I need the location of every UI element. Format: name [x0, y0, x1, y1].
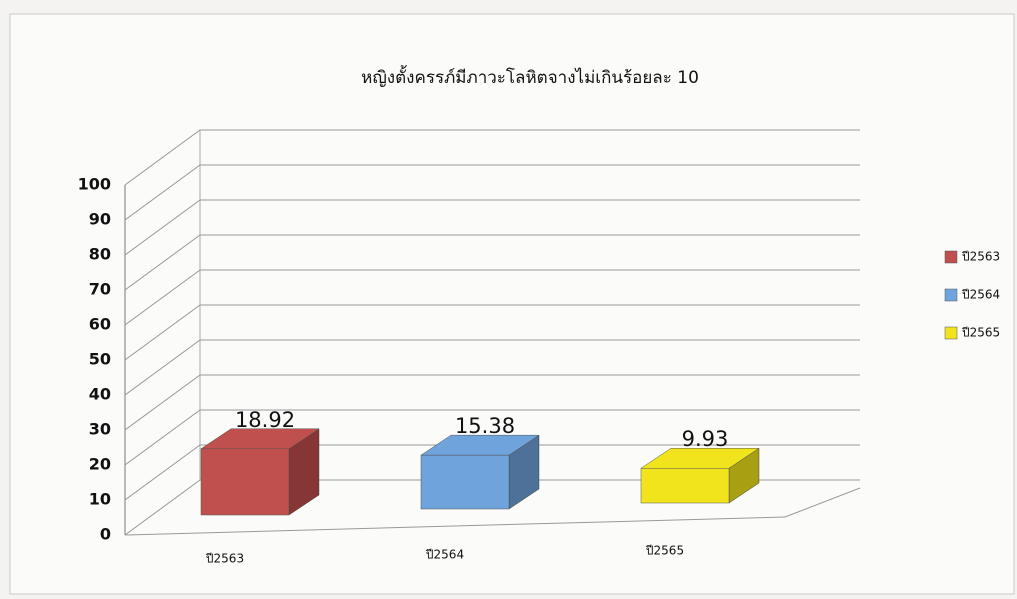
grid-line — [124, 199, 860, 256]
bar — [200, 448, 290, 516]
floor-right — [784, 487, 861, 518]
bar — [640, 467, 730, 504]
grid-line — [124, 164, 860, 221]
x-tick-label: ปี2565 — [645, 544, 684, 558]
grid-line — [124, 374, 860, 431]
legend-label: ปี2565 — [961, 326, 1000, 340]
y-tick-label: 60 — [89, 315, 111, 334]
x-tick-label: ปี2563 — [205, 552, 244, 566]
x-tick-label: ปี2564 — [425, 548, 464, 562]
legend-label: ปี2564 — [961, 288, 1000, 302]
grid-line — [124, 339, 860, 396]
y-tick-label: 90 — [89, 210, 111, 229]
legend-label: ปี2563 — [961, 250, 1000, 264]
value-label: 15.38 — [455, 414, 515, 438]
y-tick-label: 10 — [89, 490, 111, 509]
bar-side-shade — [509, 435, 539, 509]
value-label: 18.92 — [235, 408, 295, 432]
legend-swatch — [944, 250, 958, 264]
y-tick-label: 0 — [100, 525, 111, 544]
grid-line — [124, 304, 860, 361]
floor-front — [124, 516, 786, 536]
grid-line — [124, 234, 860, 291]
y-tick-label: 20 — [89, 455, 111, 474]
y-tick-label: 50 — [89, 350, 111, 369]
chart-title: หญิงตั้งครรภ์มีภาวะโลหิตจางไม่เกินร้อยละ… — [361, 65, 699, 88]
value-label: 9.93 — [682, 427, 729, 451]
grid-line — [124, 129, 860, 186]
bar-side-shade — [289, 428, 319, 515]
legend-swatch — [944, 288, 958, 302]
y-tick-label: 70 — [89, 280, 111, 299]
y-tick-label: 100 — [78, 175, 111, 194]
grid-line — [124, 479, 860, 536]
y-tick-label: 40 — [89, 385, 111, 404]
y-tick-label: 30 — [89, 420, 111, 439]
bar — [420, 454, 510, 510]
grid-line — [124, 444, 860, 501]
legend-swatch — [944, 326, 958, 340]
bar-side-shade — [729, 448, 759, 503]
grid-line — [124, 269, 860, 326]
grid-line — [124, 409, 860, 466]
y-tick-label: 80 — [89, 245, 111, 264]
